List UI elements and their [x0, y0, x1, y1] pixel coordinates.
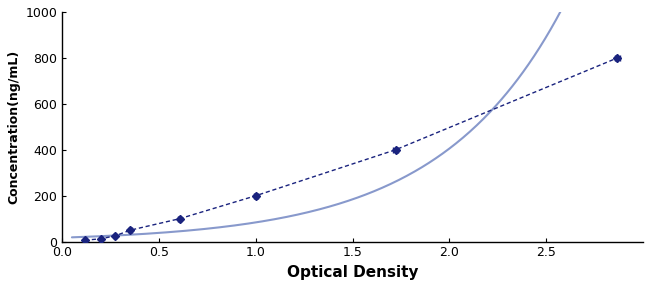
- Y-axis label: Concentration(ng/mL): Concentration(ng/mL): [7, 50, 20, 204]
- X-axis label: Optical Density: Optical Density: [287, 265, 419, 280]
